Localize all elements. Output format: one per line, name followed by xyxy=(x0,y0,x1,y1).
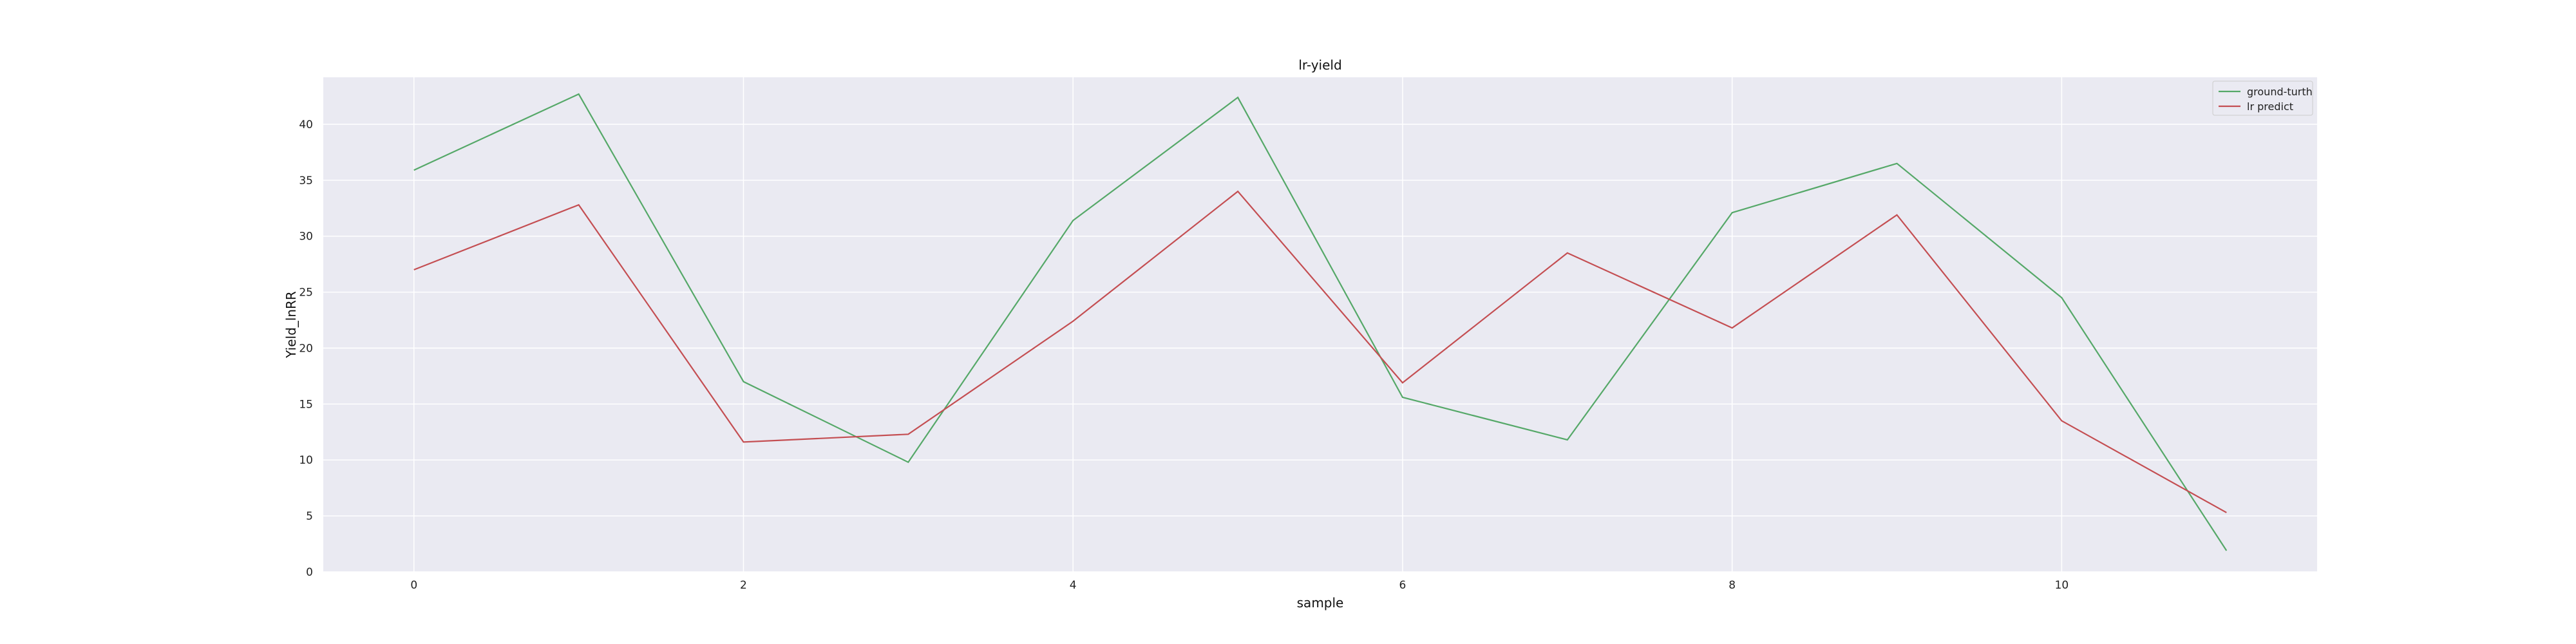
tick-labels: 0 2 4 6 8 10 0 5 10 15 20 25 30 35 40 xyxy=(299,118,2069,592)
series-line-lr-predict xyxy=(413,190,2227,513)
x-tick-label: 2 xyxy=(740,579,747,592)
y-axis-title: Yield_lnRR xyxy=(283,291,299,359)
x-tick-label: 6 xyxy=(1399,579,1406,592)
grid-lines xyxy=(323,77,2317,573)
legend-label-lr-predict: lr predict xyxy=(2247,100,2293,113)
plot-area xyxy=(323,77,2317,572)
y-tick-label: 30 xyxy=(299,231,313,243)
y-tick-label: 35 xyxy=(299,175,313,187)
y-tick-label: 5 xyxy=(306,510,313,523)
x-tick-label: 0 xyxy=(410,579,417,592)
x-tick-label: 8 xyxy=(1728,579,1736,592)
legend-label-ground-turth: ground-turth xyxy=(2247,86,2313,98)
y-tick-label: 40 xyxy=(299,118,313,131)
x-tick-label: 4 xyxy=(1070,579,1077,592)
legend: ground-turth lr predict xyxy=(2212,80,2313,116)
data-series xyxy=(413,93,2228,551)
y-tick-label: 25 xyxy=(299,287,313,299)
series-line-ground-turth xyxy=(413,93,2228,551)
x-axis-title: sample xyxy=(1297,595,1344,611)
x-tick-label: 10 xyxy=(2055,579,2069,592)
chart-title: lr-yield xyxy=(1298,57,1341,73)
y-tick-label: 20 xyxy=(299,342,313,355)
y-tick-label: 15 xyxy=(299,398,313,411)
y-tick-label: 0 xyxy=(306,566,313,579)
y-tick-label: 10 xyxy=(299,454,313,467)
